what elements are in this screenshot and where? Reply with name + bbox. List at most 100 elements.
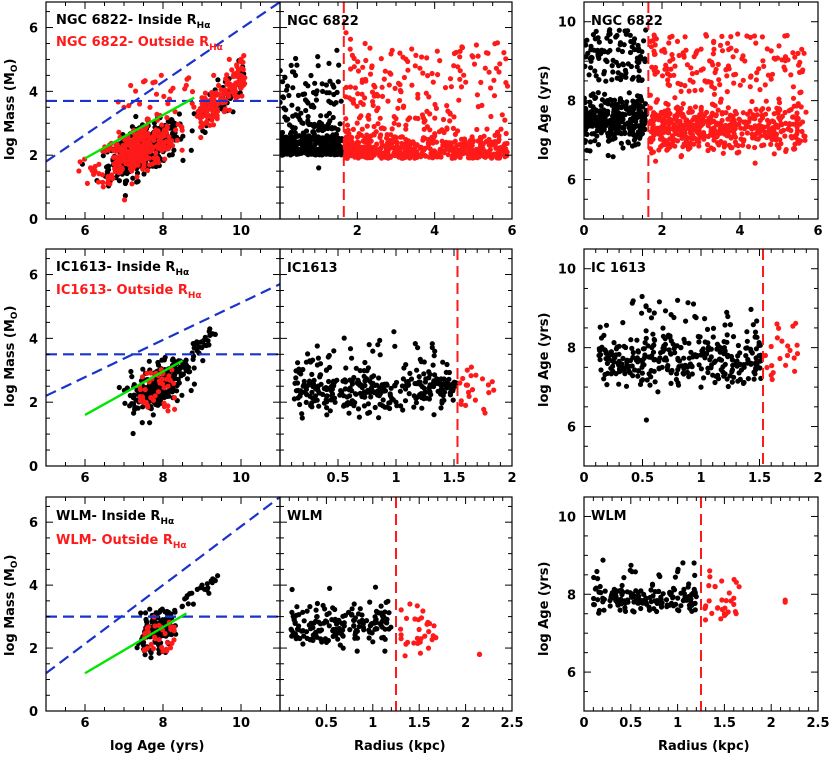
point-outside <box>379 84 385 90</box>
point-inside <box>343 365 349 371</box>
point-outside <box>147 149 153 155</box>
point-outside <box>432 133 438 139</box>
point-outside <box>681 141 687 147</box>
point-outside <box>769 71 776 77</box>
point-inside <box>321 138 327 144</box>
point-outside <box>140 79 147 85</box>
point-outside <box>99 172 105 178</box>
point-outside <box>160 648 166 654</box>
x-tick-label: 1.5 <box>442 471 465 486</box>
point-outside <box>167 377 173 383</box>
point-outside <box>473 372 479 378</box>
point-outside <box>164 115 170 121</box>
point-outside <box>794 110 800 116</box>
point-outside <box>134 132 141 138</box>
point-inside <box>432 372 438 378</box>
point-outside <box>760 58 766 64</box>
point-outside <box>753 106 759 112</box>
point-inside <box>590 91 596 97</box>
point-outside <box>165 640 171 646</box>
point-inside <box>597 352 604 358</box>
point-inside <box>743 345 749 351</box>
point-outside <box>711 91 718 97</box>
point-outside <box>96 161 102 167</box>
point-inside <box>387 393 393 399</box>
point-outside <box>667 111 673 117</box>
point-inside <box>629 76 635 82</box>
point-inside <box>639 131 646 137</box>
point-outside <box>175 121 181 127</box>
point-outside <box>210 109 216 115</box>
point-inside <box>586 72 592 78</box>
point-outside <box>105 147 111 153</box>
point-inside <box>652 356 658 363</box>
point-outside <box>661 139 667 145</box>
point-inside <box>639 370 646 376</box>
point-outside <box>687 130 693 136</box>
point-inside <box>620 62 627 68</box>
point-inside <box>634 337 640 343</box>
point-inside <box>153 610 159 616</box>
point-outside <box>666 40 672 46</box>
point-outside <box>687 140 693 146</box>
point-outside <box>784 352 791 359</box>
point-inside <box>304 608 310 614</box>
point-outside <box>439 127 445 133</box>
point-inside <box>697 334 703 340</box>
point-outside <box>238 75 244 82</box>
point-inside <box>140 366 146 372</box>
point-inside <box>320 88 326 94</box>
point-inside <box>628 38 634 45</box>
point-outside <box>753 77 760 83</box>
point-inside <box>170 386 176 392</box>
point-inside <box>735 353 741 359</box>
point-inside <box>280 99 283 105</box>
point-outside <box>204 118 210 125</box>
point-outside <box>672 63 678 69</box>
y-tick-label: 2 <box>29 149 38 164</box>
point-outside <box>164 648 170 654</box>
point-inside <box>282 74 288 81</box>
point-outside <box>696 143 702 149</box>
point-inside <box>294 604 300 610</box>
point-inside <box>620 124 627 130</box>
point-outside <box>659 125 665 131</box>
point-outside <box>774 135 780 141</box>
point-outside <box>364 123 370 129</box>
point-inside <box>440 359 446 365</box>
point-outside <box>493 65 499 71</box>
point-inside <box>607 38 613 45</box>
point-outside <box>482 410 488 416</box>
point-inside <box>745 356 751 363</box>
point-outside <box>362 95 368 101</box>
point-inside <box>180 157 186 163</box>
point-inside <box>623 383 630 389</box>
point-outside <box>740 77 746 83</box>
point-inside <box>334 47 340 53</box>
point-inside <box>318 121 325 127</box>
point-inside <box>134 170 141 176</box>
point-outside <box>496 69 502 75</box>
point-inside <box>317 372 323 378</box>
point-inside <box>414 381 420 387</box>
point-outside <box>485 149 491 155</box>
point-inside <box>215 77 221 83</box>
point-inside <box>372 404 378 411</box>
point-inside <box>311 377 317 383</box>
point-inside <box>715 372 721 378</box>
point-inside <box>725 313 731 320</box>
plot-area <box>280 2 511 219</box>
point-inside <box>293 55 299 62</box>
point-outside <box>478 135 484 142</box>
point-outside <box>126 103 132 109</box>
point-inside <box>365 401 371 407</box>
point-outside <box>164 123 170 129</box>
point-inside <box>592 113 598 119</box>
point-outside <box>669 133 676 139</box>
point-outside <box>660 116 666 122</box>
point-inside <box>346 410 352 416</box>
point-inside <box>333 131 339 137</box>
point-outside <box>365 114 371 120</box>
point-inside <box>752 371 758 377</box>
